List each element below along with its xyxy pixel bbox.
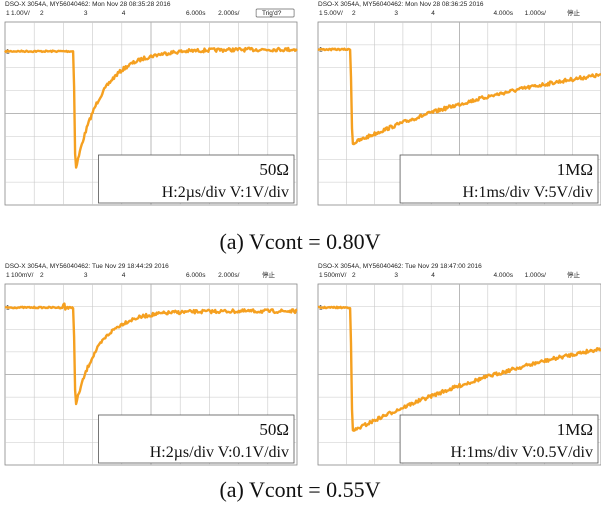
scope-status: 停止 xyxy=(567,270,581,279)
caption: (a) Vcont = 0.55V xyxy=(219,477,380,502)
scope-panel: DSO-X 3054A, MY56040462: Tue Nov 29 18:4… xyxy=(5,263,297,465)
scope-ch1: 1 xyxy=(319,10,323,17)
load-label: 50Ω xyxy=(259,420,289,439)
settings-label: H:1ms/div V:0.5V/div xyxy=(450,444,593,461)
scope-delay: 6.000s xyxy=(186,272,206,279)
scope-ch3: 3 xyxy=(394,10,398,17)
scope-header: DSO-X 3054A, MY56040462: Tue Nov 29 18:4… xyxy=(318,263,482,270)
scope-panel: DSO-X 3054A, MY56040462: Mon Nov 28 08:3… xyxy=(318,1,601,205)
load-label: 1MΩ xyxy=(557,160,593,179)
load-label: 1MΩ xyxy=(557,420,593,439)
page: {"panels": [ {"header": "DSO-X 3054A, MY… xyxy=(0,0,601,507)
scope-delay: 6.000s xyxy=(186,10,206,17)
scope-timebase: 1.000s/ xyxy=(525,272,547,279)
scope-ch1: 1 xyxy=(6,272,10,279)
load-label: 50Ω xyxy=(259,160,289,179)
scope-timebase: 2.000s/ xyxy=(218,272,240,279)
scope-status: 停止 xyxy=(567,8,581,17)
scope-scale: 1.00V/ xyxy=(11,10,30,17)
scope-status: 停止 xyxy=(262,270,276,279)
scope-delay: 4.000s xyxy=(493,10,513,17)
scope-header: DSO-X 3054A, MY56040462: Tue Nov 29 18:4… xyxy=(5,263,169,270)
scope-scale: 5.00V/ xyxy=(324,10,343,17)
scope-scale: 500mV/ xyxy=(324,272,347,279)
scope-header: DSO-X 3054A, MY56040462: Mon Nov 28 08:3… xyxy=(318,1,484,8)
scope-panel: DSO-X 3054A, MY56040462: Tue Nov 29 18:4… xyxy=(318,263,601,465)
scope-ch1: 1 xyxy=(6,10,10,17)
scope-ch2: 2 xyxy=(40,272,44,279)
scope-timebase: 2.000s/ xyxy=(218,10,240,17)
scope-ch4: 4 xyxy=(431,272,435,279)
scope-ch4: 4 xyxy=(122,272,126,279)
scope-ch1: 1 xyxy=(319,272,323,279)
caption: (a) Vcont = 0.80V xyxy=(219,229,380,254)
settings-label: H:1ms/div V:5V/div xyxy=(462,184,593,201)
scope-ch3: 3 xyxy=(394,272,398,279)
scope-scale: 100mV/ xyxy=(11,272,34,279)
scope-panel: DSO-X 3054A, MY56040462: Mon Nov 28 08:3… xyxy=(5,1,297,205)
figure: (a) Vcont = 0.80V (a) Vcont = 0.55V DSO-… xyxy=(0,0,601,507)
scope-ch4: 4 xyxy=(431,10,435,17)
scope-status: Trig'd? xyxy=(262,10,282,17)
settings-label: H:2µs/div V:0.1V/div xyxy=(150,444,289,461)
scope-ch3: 3 xyxy=(84,10,88,17)
scope-header: DSO-X 3054A, MY56040462: Mon Nov 28 08:3… xyxy=(5,1,171,8)
scope-ch2: 2 xyxy=(352,10,356,17)
scope-ch4: 4 xyxy=(122,10,126,17)
scope-delay: 4.000s xyxy=(493,272,513,279)
scope-ch3: 3 xyxy=(84,272,88,279)
scope-ch2: 2 xyxy=(352,272,356,279)
settings-label: H:2µs/div V:1V/div xyxy=(162,184,289,201)
scope-ch2: 2 xyxy=(40,10,44,17)
scope-timebase: 1.000s/ xyxy=(525,10,547,17)
